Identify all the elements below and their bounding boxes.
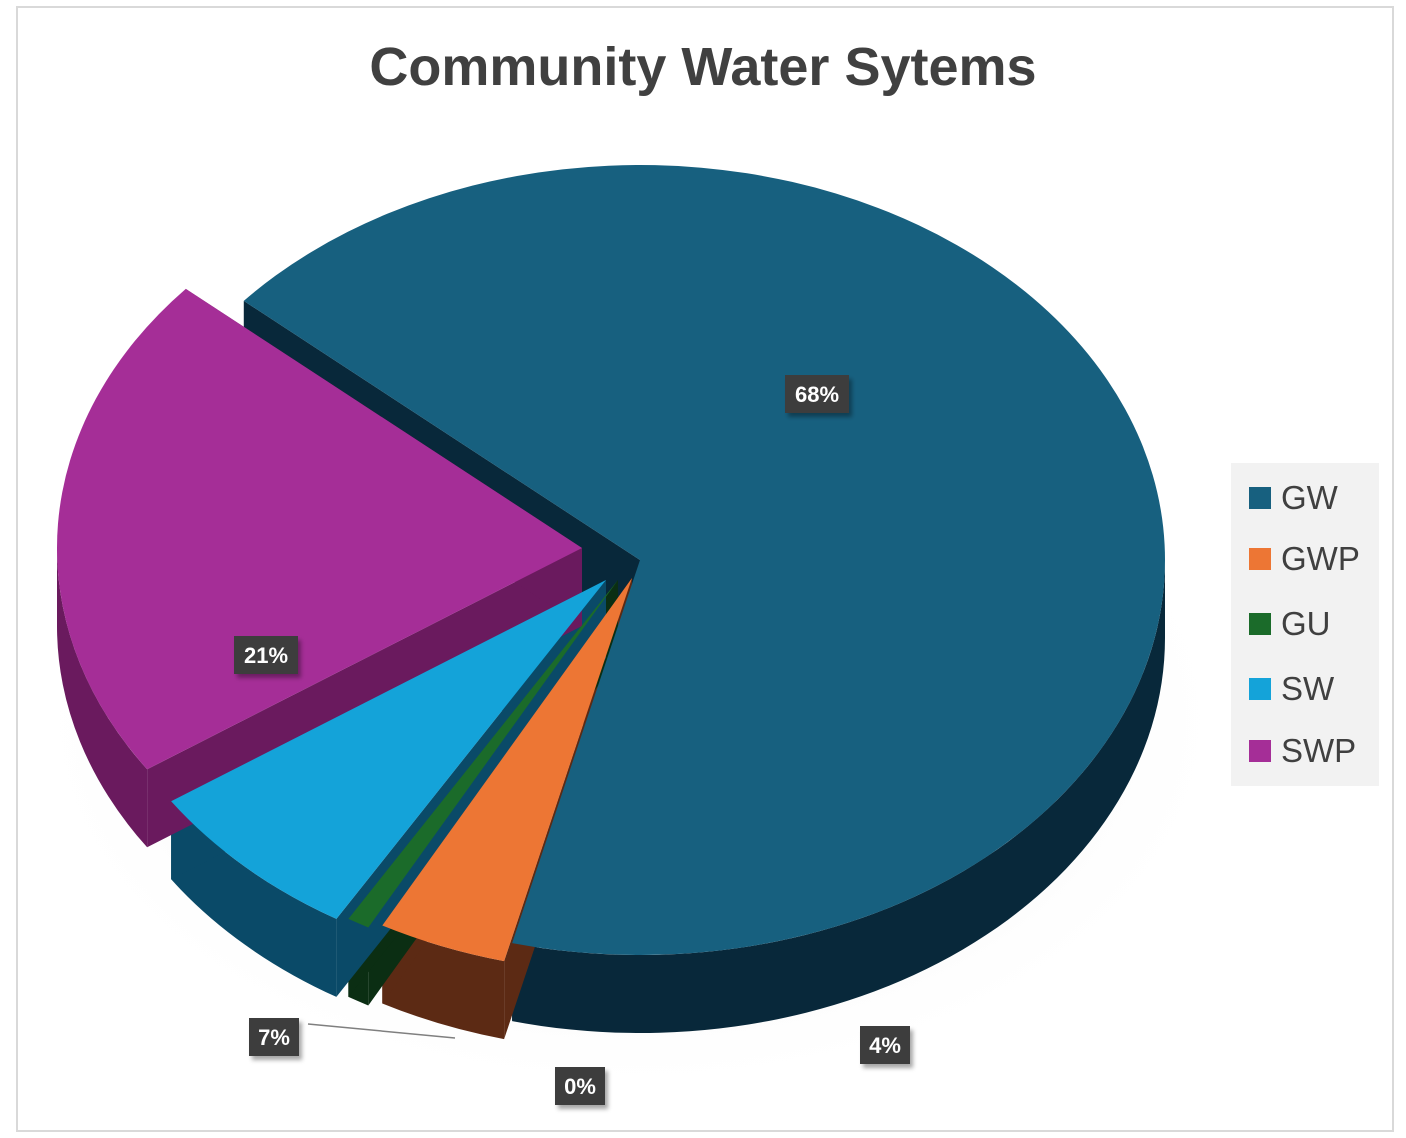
legend-item-gu: GU <box>1249 604 1331 644</box>
slice-gu <box>348 580 618 928</box>
data-label-text-gu: 0% <box>564 1074 596 1099</box>
slice-sw <box>171 580 606 919</box>
legend: GW GWP GU SW SWP <box>1231 463 1379 786</box>
legend-item-sw: SW <box>1249 669 1334 709</box>
legend-swatch-swp <box>1249 740 1271 762</box>
legend-item-gwp: GWP <box>1249 539 1360 579</box>
slice-gw <box>243 164 1166 955</box>
data-label-text-sw: 7% <box>258 1025 290 1050</box>
slice-side-gw <box>512 560 1165 1033</box>
data-label-gw: 68% <box>785 375 849 413</box>
data-label-box-gw <box>785 375 849 413</box>
legend-label-gwp: GWP <box>1281 540 1360 577</box>
legend-item-swp: SWP <box>1249 731 1356 771</box>
data-label-sw: 7% <box>249 1018 299 1056</box>
slice-side-swp <box>57 548 148 848</box>
legend-label-sw: SW <box>1281 670 1335 707</box>
legend-label-gu: GU <box>1281 605 1331 642</box>
chart-title: Community Water Sytems <box>369 37 1037 97</box>
legend-swatch-gw <box>1249 487 1271 509</box>
legend-item-gw: GW <box>1249 478 1338 518</box>
data-label-gu: 0% <box>555 1067 605 1105</box>
slice-swp <box>57 288 582 770</box>
data-label-text-gw: 68% <box>795 382 839 407</box>
data-label-gwp: 4% <box>860 1026 910 1064</box>
data-label-text-gwp: 4% <box>869 1033 901 1058</box>
data-label-box-gwp <box>860 1026 910 1064</box>
leader-line-sw <box>307 1023 456 1039</box>
legend-label-swp: SWP <box>1281 732 1357 769</box>
legend-swatch-gu <box>1249 613 1271 635</box>
data-label-swp: 21% <box>234 636 298 674</box>
data-label-box-gu <box>555 1067 605 1105</box>
legend-label-gw: GW <box>1281 479 1338 516</box>
legend-swatch-sw <box>1249 678 1271 700</box>
data-label-box-swp <box>234 636 298 674</box>
data-label-box-sw <box>249 1018 299 1056</box>
legend-swatch-gwp <box>1249 548 1271 570</box>
data-label-text-swp: 21% <box>244 643 288 668</box>
slice-gwp <box>382 578 632 962</box>
